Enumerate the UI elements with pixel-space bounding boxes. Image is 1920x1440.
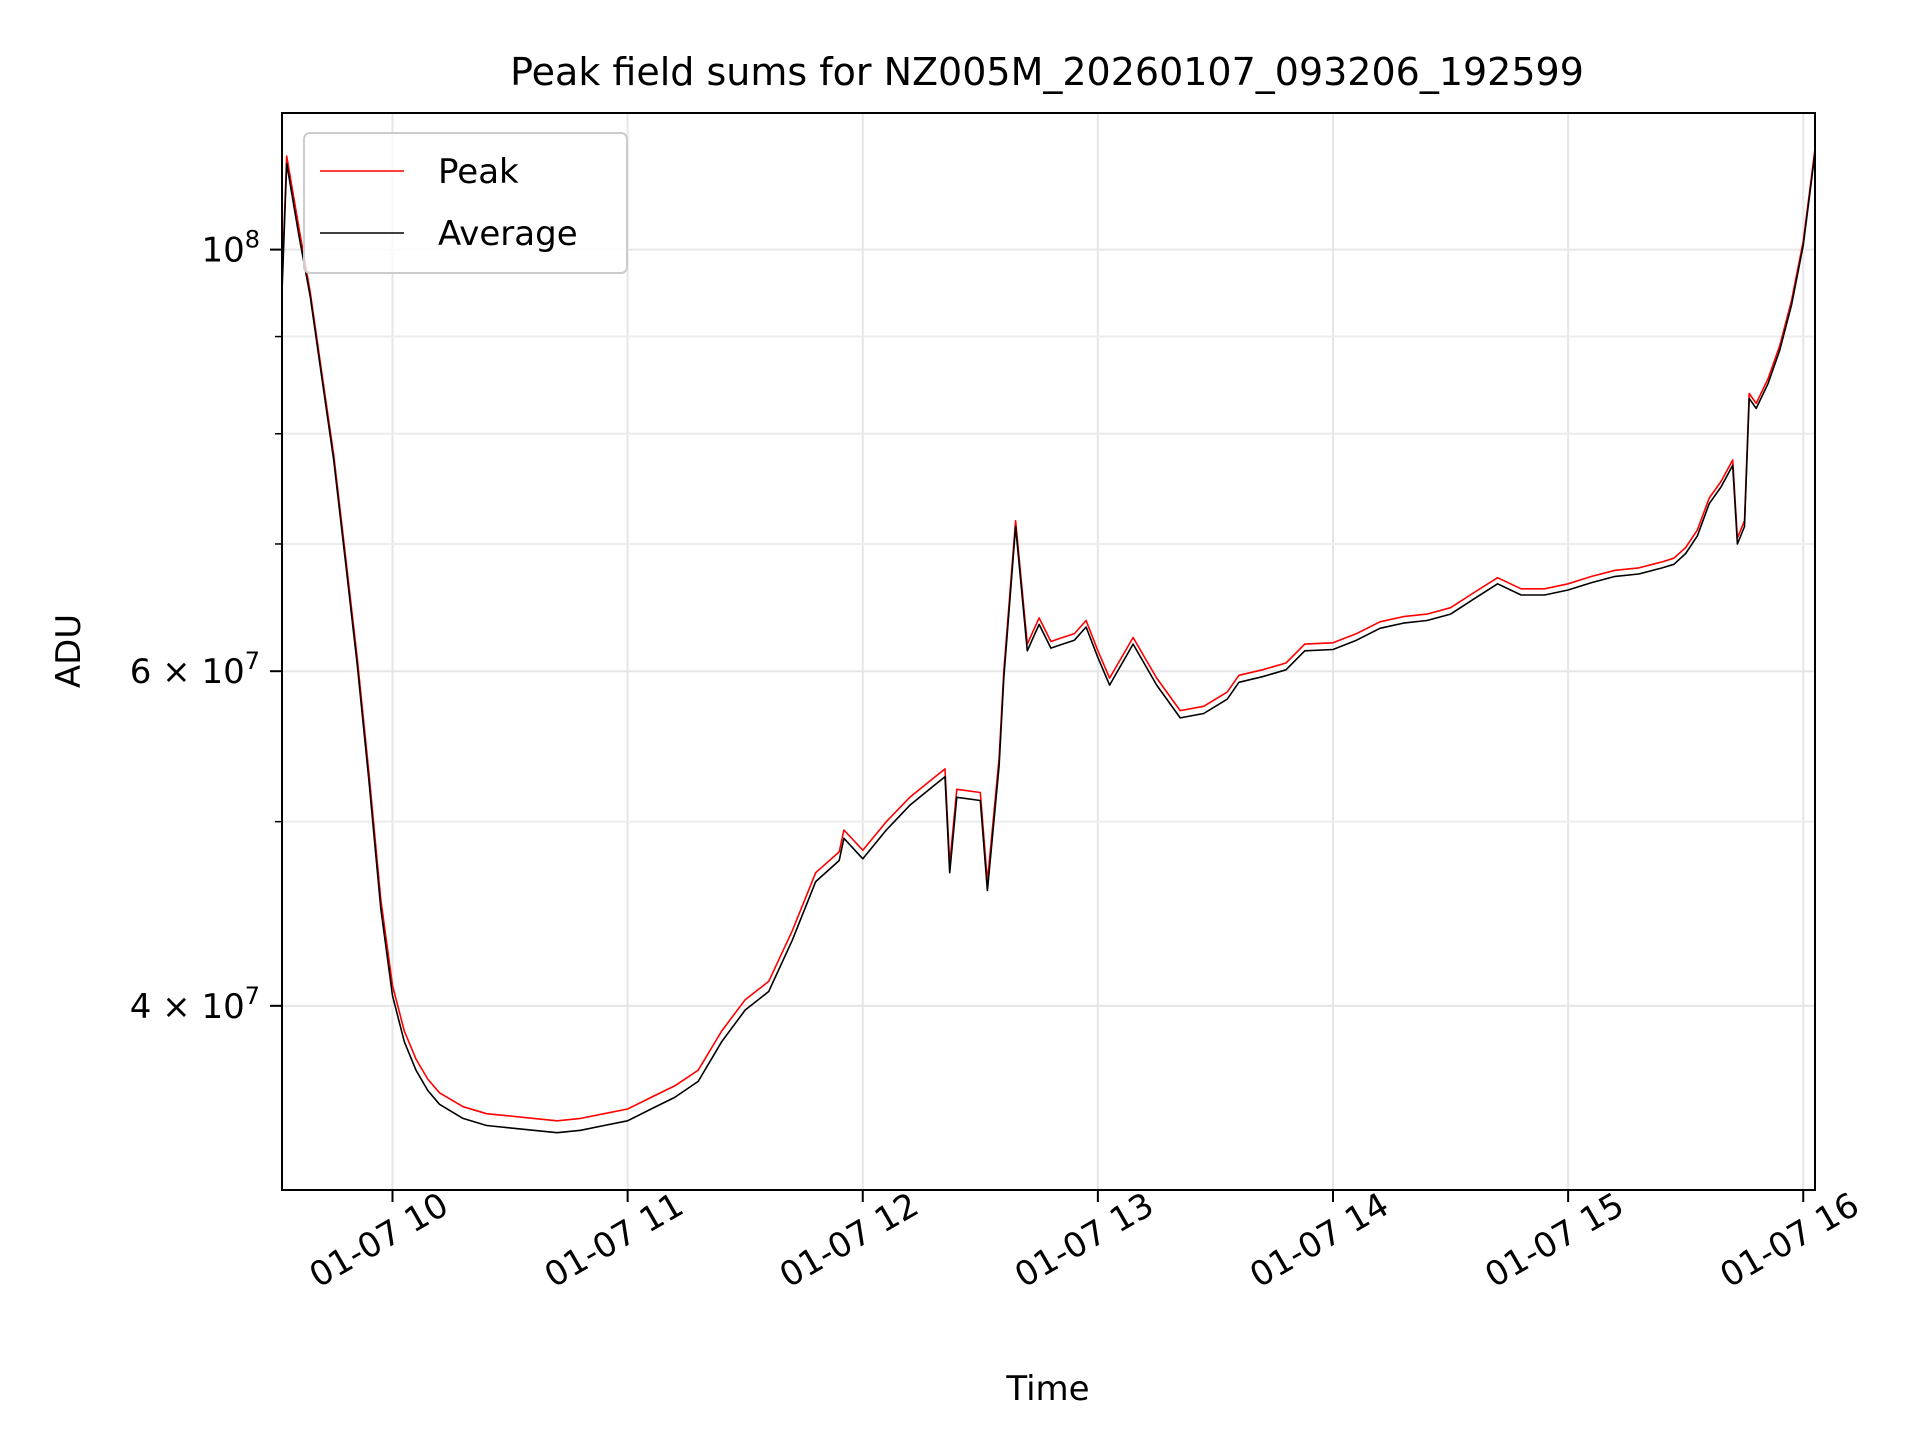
data-series (281, 148, 1816, 1134)
y-tick-label: 108 (201, 226, 260, 271)
x-axis-label: Time (1005, 1369, 1089, 1409)
y-tick-label: 6 × 107 (130, 647, 260, 692)
legend-label-peak: Peak (438, 152, 519, 192)
series-line-peak (281, 148, 1816, 1122)
plot-frame (281, 112, 1816, 1191)
legend: Peak Average (303, 132, 628, 274)
y-axis-label: ADU (49, 614, 89, 688)
grid-lines (282, 113, 1815, 1190)
legend-label-average: Average (438, 214, 578, 254)
series-line-average (281, 152, 1816, 1134)
chart-title: Peak field sums for NZ005M_20260107_0932… (510, 50, 1584, 94)
y-axis: 4 × 107 6 × 107 108 (130, 226, 282, 1027)
legend-box (303, 132, 628, 274)
y-tick-label: 4 × 107 (130, 982, 260, 1027)
